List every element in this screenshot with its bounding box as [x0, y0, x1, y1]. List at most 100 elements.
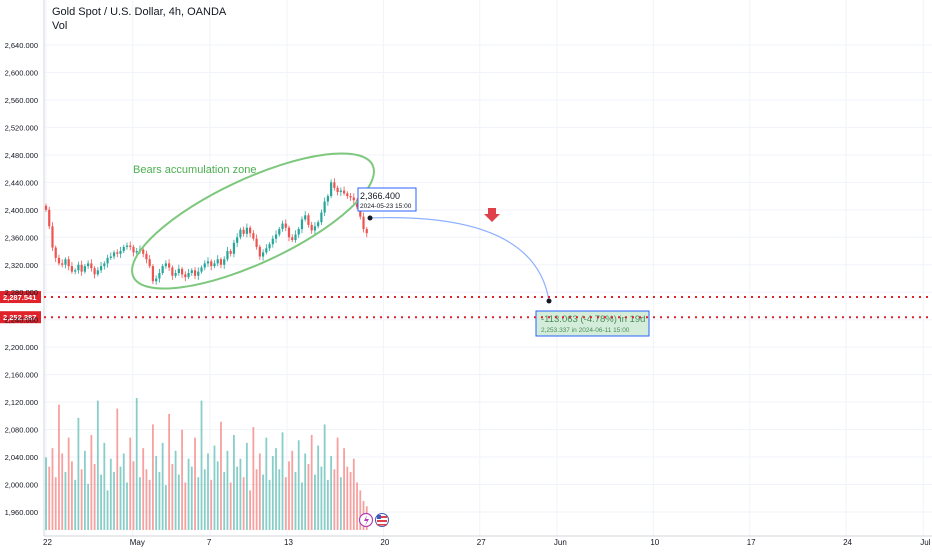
volume-bar [148, 479, 151, 530]
volume-bar [200, 400, 203, 530]
candle-body [206, 261, 210, 264]
projection-curve[interactable] [369, 217, 550, 302]
candle-body [151, 266, 155, 282]
chart-header: Gold Spot / U.S. Dollar, 4h, OANDA Vol [52, 5, 226, 33]
price-tick-label: 2,480.000 [5, 151, 38, 160]
candle-body [168, 263, 171, 268]
volume-bars [45, 398, 368, 530]
volume-bar [310, 434, 313, 530]
candle-body [297, 229, 300, 235]
candle-body [83, 266, 86, 272]
volume-bar [197, 477, 200, 530]
volume-bar [139, 477, 141, 530]
price-tick-label: 2,160.000 [5, 371, 38, 380]
candle-body [258, 246, 261, 257]
candle-body [317, 222, 320, 227]
volume-bar [314, 474, 316, 530]
candle-body [51, 226, 54, 248]
volume-bar [80, 469, 83, 530]
lightning-icon[interactable] [358, 512, 374, 528]
candle-body [326, 196, 329, 202]
candle-body [261, 252, 265, 257]
volume-bar [307, 464, 310, 530]
candle-body [287, 227, 291, 238]
volume-bar [304, 453, 307, 530]
candle-body [236, 237, 239, 243]
time-tick-label: 24 [843, 538, 852, 547]
volume-bar [346, 466, 349, 530]
target-box[interactable]: -113.063 (-4.78%) in 19d 2,253.337 in 20… [535, 310, 650, 337]
volume-bar [155, 456, 158, 530]
volume-bar [336, 437, 339, 530]
price-tick-label: 2,320.000 [5, 261, 38, 270]
candle-body [129, 245, 132, 247]
price-marker-box[interactable]: 2,366.400 2024-05-23 15:00 [357, 187, 417, 212]
time-axis[interactable]: 22May7132027Jun101724Jul815 [43, 538, 932, 547]
time-tick-label: 10 [650, 538, 659, 547]
candle-body [48, 209, 51, 227]
candle-body [232, 242, 236, 254]
candle-body [44, 205, 48, 210]
volume-bar [45, 457, 47, 530]
target-change: -113.063 (-4.78%) in 19d [541, 314, 645, 325]
symbol-title[interactable]: Gold Spot / U.S. Dollar, 4h, OANDA [52, 6, 227, 18]
candle-body [249, 227, 252, 234]
candle-body [132, 246, 135, 253]
volume-bar [145, 469, 148, 530]
volume-bar [288, 461, 290, 530]
candle-body [106, 257, 109, 264]
volume-bar [129, 437, 132, 530]
candle-body [355, 200, 359, 208]
candle-body [174, 273, 177, 276]
time-tick-label: 20 [380, 538, 389, 547]
accumulation-zone-ellipse[interactable] [116, 127, 391, 315]
volume-bar [135, 398, 138, 530]
volume-bar [265, 437, 268, 530]
volume-bar [93, 464, 96, 530]
candle-body [291, 237, 294, 241]
candle-body [145, 253, 148, 260]
candle-body [184, 274, 187, 278]
volume-bar [54, 477, 57, 530]
price-axis[interactable]: 2,640.000 2,600.000 2,560.000 2,520.000 2,48… [5, 41, 38, 517]
volume-indicator-label[interactable]: Vol [52, 20, 68, 32]
volume-bar [48, 466, 51, 530]
price-tick-label: 2,400.000 [5, 206, 38, 215]
volume-bar [71, 461, 73, 530]
price-tick-label: 2,120.000 [5, 398, 38, 407]
volume-bar [252, 427, 255, 530]
candle-body [313, 226, 317, 231]
candle-body [57, 257, 61, 264]
us-flag-icon[interactable] [375, 513, 389, 527]
candle-body [210, 261, 213, 267]
candle-body [103, 263, 106, 267]
candle-body [177, 268, 180, 274]
volume-bar [83, 450, 86, 530]
candle-body [265, 248, 268, 253]
candle-body [158, 273, 161, 279]
time-tick-label: 13 [284, 538, 293, 547]
grid-lines [43, 0, 932, 537]
volume-bar [333, 469, 336, 530]
candle-body [203, 263, 206, 268]
candle-body [187, 273, 190, 278]
candle-body [242, 229, 245, 234]
volume-bar [236, 466, 239, 530]
candle-body [213, 263, 216, 267]
volume-bar [210, 479, 213, 530]
volume-bar [171, 464, 174, 530]
time-tick-label: 27 [477, 538, 486, 547]
candle-body [171, 267, 174, 276]
volume-bar [233, 434, 235, 530]
candle-body [300, 219, 304, 230]
candle-body [304, 215, 307, 220]
candle-body [155, 278, 158, 282]
projection-start-point[interactable] [367, 215, 373, 221]
candle-body [284, 223, 287, 228]
volume-bar [245, 442, 248, 530]
volume-bar [168, 413, 171, 530]
projection-end-point[interactable] [546, 298, 552, 304]
level-lines[interactable]: 2,287.541 2,252.387 [0, 291, 932, 324]
